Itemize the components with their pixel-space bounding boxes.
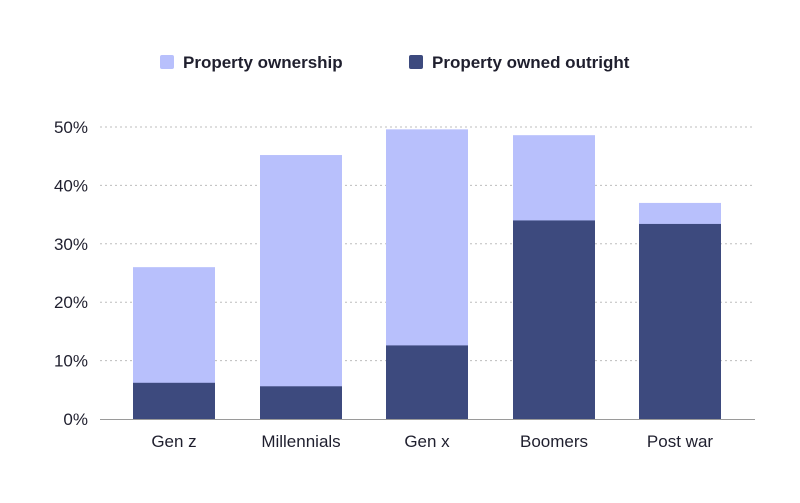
bars <box>133 129 721 420</box>
x-tick-label: Boomers <box>520 432 588 451</box>
y-tick-label: 10% <box>54 352 88 371</box>
y-tick-label: 40% <box>54 176 88 195</box>
x-tick-label: Gen x <box>404 432 450 451</box>
y-tick-label: 0% <box>63 410 88 429</box>
x-tick-label: Gen z <box>151 432 196 451</box>
bar-outright-gen-z <box>133 382 215 419</box>
legend-swatch-outright <box>409 55 423 69</box>
legend: Property ownership Property owned outrigh… <box>160 53 630 72</box>
bar-outright-boomers <box>513 220 595 419</box>
y-axis: 0% 10% 20% 30% 40% 50% <box>54 118 88 429</box>
y-tick-label: 30% <box>54 235 88 254</box>
bar-outright-millennials <box>260 386 342 419</box>
x-axis: Gen z Millennials Gen x Boomers Post war <box>100 419 755 451</box>
legend-swatch-ownership <box>160 55 174 69</box>
legend-label-ownership: Property ownership <box>183 53 343 72</box>
y-tick-label: 20% <box>54 293 88 312</box>
x-tick-label: Millennials <box>261 432 340 451</box>
y-tick-label: 50% <box>54 118 88 137</box>
bar-outright-gen-x <box>386 345 468 419</box>
bar-outright-post-war <box>639 223 721 419</box>
bar-ownership-millennials <box>260 155 342 420</box>
legend-label-outright: Property owned outright <box>432 53 630 72</box>
x-tick-label: Post war <box>647 432 713 451</box>
